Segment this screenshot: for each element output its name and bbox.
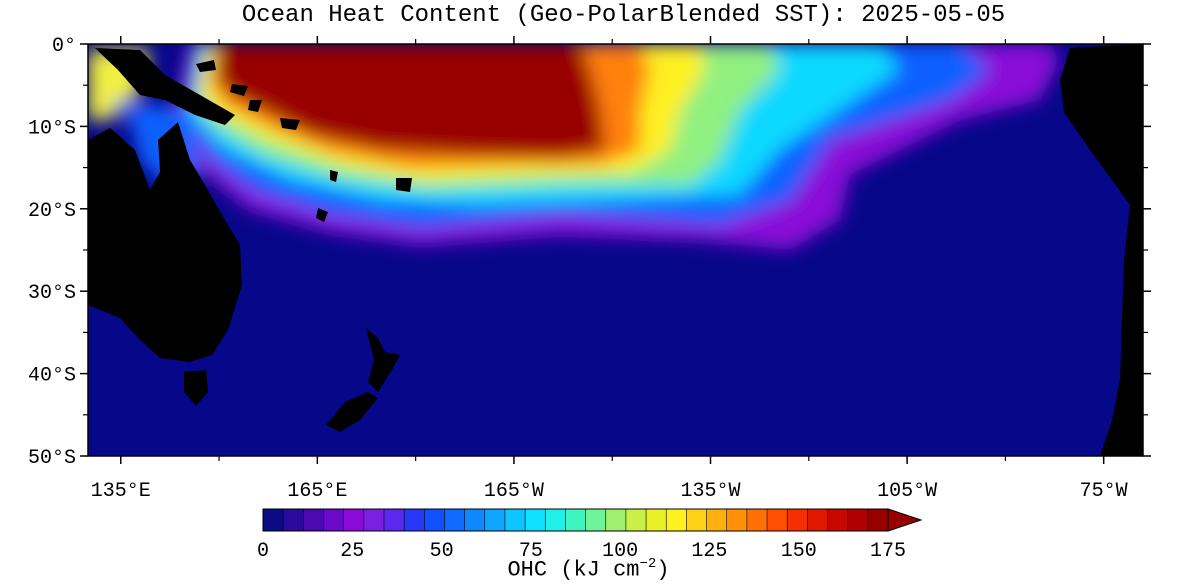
colorbar-swatch (504, 508, 526, 532)
colorbar-tick-label: 75 (519, 540, 543, 563)
colorbar-label-exponent: −2 (639, 556, 657, 572)
map-title: Ocean Heat Content (Geo-PolarBlended SST… (241, 2, 1006, 29)
lat-tick-label: 0° (52, 35, 76, 58)
colorbar-tick-label: 175 (870, 540, 906, 563)
colorbar-tick-label: 100 (602, 540, 638, 563)
colorbar-swatch (706, 508, 728, 532)
colorbar-swatch (585, 508, 607, 532)
lat-tick-label: 50°S (28, 447, 76, 470)
colorbar-tick-label: 50 (430, 540, 454, 563)
colorbar-tick-label: 125 (691, 540, 727, 563)
colorbar-swatch (524, 508, 547, 532)
colorbar-tick-label: 25 (340, 540, 364, 563)
colorbar-swatch (867, 508, 889, 532)
islands-land (196, 60, 412, 222)
new-zealand-south-land (326, 392, 378, 432)
colorbar-swatch (665, 508, 688, 532)
colorbar-swatch (807, 508, 829, 532)
colorbar-swatch (766, 508, 788, 532)
colorbar-label-close: ) (656, 557, 670, 583)
colorbar-extend-arrow (887, 508, 923, 532)
land (88, 44, 1143, 456)
heat-band-red (215, 44, 605, 158)
colorbar-swatch (323, 508, 345, 532)
colorbar-swatch (343, 508, 365, 532)
heat-field (88, 44, 1060, 250)
colorbar-swatch (827, 508, 849, 532)
new-guinea-land (95, 48, 235, 125)
lon-tick-label: 135°E (91, 480, 151, 503)
colorbar-tick-label: 150 (781, 540, 817, 563)
colorbar-label-main: OHC (kJ cm (507, 557, 640, 583)
colorbar-swatch (544, 508, 567, 532)
colorbar-tick-label: 0 (257, 540, 269, 563)
colorbar-frame (262, 508, 889, 532)
lon-tick-label: 135°W (681, 480, 741, 503)
colorbar-swatch (847, 508, 869, 532)
lat-tick-label: 40°S (28, 365, 76, 388)
colorbar-swatch (363, 508, 385, 532)
colorbar: 0 25 50 75 100 125 150 175 (257, 508, 923, 563)
colorbar-swatch (444, 508, 466, 532)
colorbar-swatch (645, 508, 668, 532)
lat-tick-label: 30°S (28, 282, 76, 305)
colorbar-swatch (746, 508, 768, 532)
lon-tick-label: 165°W (484, 480, 544, 503)
lat-tick-label: 20°S (28, 200, 76, 223)
latitude-axis: 0° 10°S 20°S 30°S 40°S 50°S (28, 35, 1151, 470)
colorbar-swatch (625, 508, 647, 532)
lat-tick-label: 10°S (28, 117, 76, 140)
colorbar-swatch (484, 508, 506, 532)
colorbar-swatch (403, 508, 426, 532)
south-america-land (1060, 44, 1143, 456)
colorbar-swatch (262, 508, 284, 532)
lon-tick-label: 75°W (1080, 480, 1128, 503)
longitude-axis: 135°E 165°E 165°W 135°W 105°W 75°W (91, 36, 1128, 503)
colorbar-swatch (565, 508, 587, 532)
australia-land (88, 122, 242, 362)
colorbar-swatch (786, 508, 809, 532)
lon-tick-label: 165°E (287, 480, 347, 503)
colorbar-swatch (282, 508, 305, 532)
lon-tick-label: 105°W (877, 480, 937, 503)
colorbar-swatch (464, 508, 486, 532)
colorbar-swatch (605, 508, 627, 532)
colorbar-swatch (686, 508, 708, 532)
colorbar-swatch (726, 508, 748, 532)
colorbar-swatch (423, 508, 446, 532)
colorbar-title: OHC (kJ cm−2) (0, 556, 1177, 582)
new-zealand-north-land (366, 328, 400, 392)
colorbar-swatch (383, 508, 405, 532)
colorbar-swatch (303, 508, 325, 532)
map-plot-area (88, 44, 1143, 456)
tasmania-land (184, 370, 208, 406)
